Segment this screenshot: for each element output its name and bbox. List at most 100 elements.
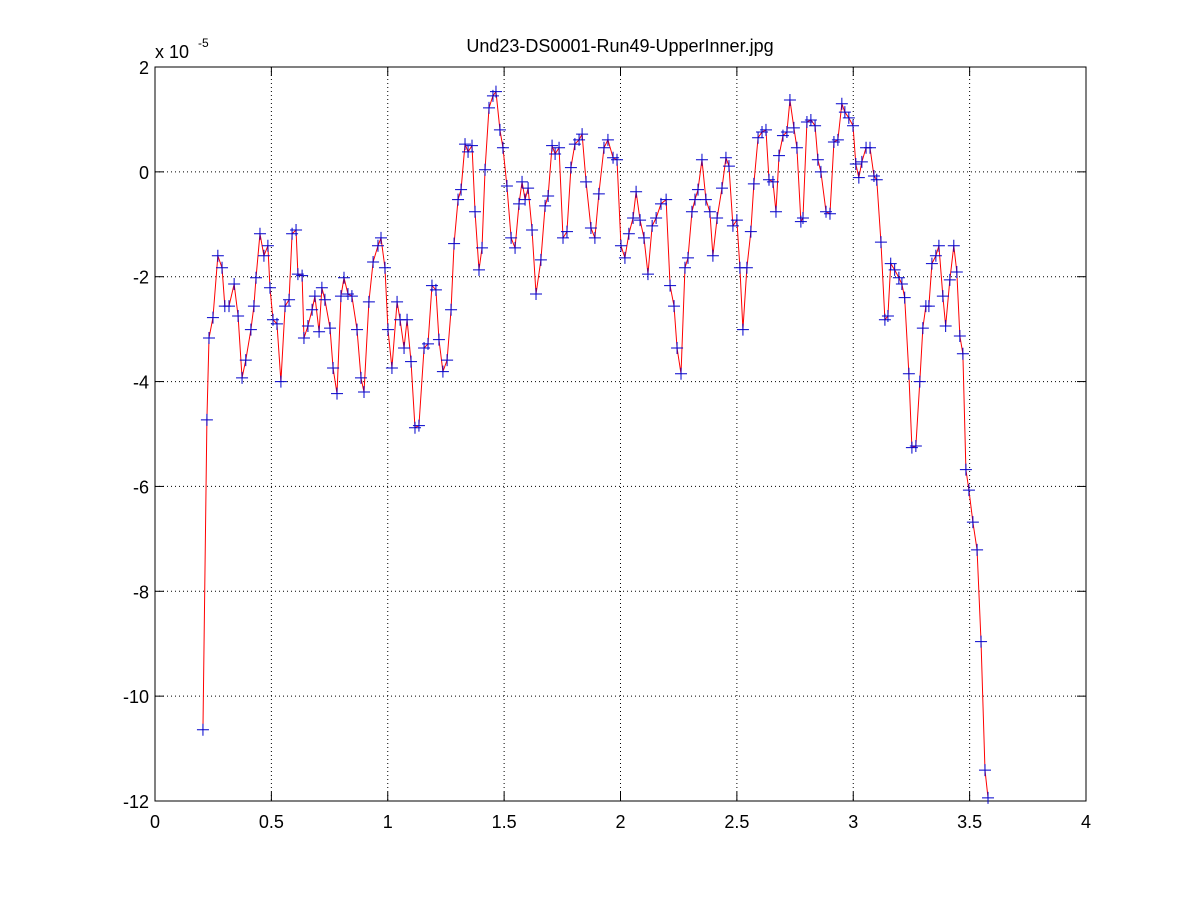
data-marker bbox=[257, 249, 270, 262]
data-marker bbox=[849, 157, 862, 170]
data-marker bbox=[228, 278, 241, 291]
data-marker bbox=[539, 199, 552, 212]
data-marker bbox=[452, 193, 465, 206]
data-marker bbox=[936, 290, 949, 303]
data-marker bbox=[888, 263, 901, 276]
data-marker bbox=[469, 205, 482, 218]
data-marker bbox=[331, 387, 344, 400]
data-marker bbox=[978, 764, 991, 777]
data-marker bbox=[809, 119, 822, 132]
data-marker bbox=[601, 133, 614, 146]
data-marker bbox=[971, 543, 984, 556]
y-tick-label: -6 bbox=[133, 477, 149, 497]
data-marker bbox=[432, 333, 445, 346]
plot-frame bbox=[154, 66, 1087, 802]
data-marker bbox=[441, 354, 454, 367]
data-marker bbox=[308, 290, 321, 303]
data-marker bbox=[573, 133, 586, 146]
data-marker bbox=[472, 263, 485, 276]
data-marker bbox=[560, 225, 573, 238]
data-marker bbox=[274, 375, 287, 388]
data-marker bbox=[895, 278, 908, 291]
data-marker bbox=[660, 193, 673, 206]
data-marker bbox=[711, 211, 724, 224]
y-tick-label: -12 bbox=[123, 792, 149, 812]
data-marker bbox=[351, 323, 364, 336]
data-marker bbox=[892, 271, 905, 284]
data-marker bbox=[315, 281, 328, 294]
data-marker bbox=[236, 371, 249, 384]
data-marker bbox=[448, 237, 461, 250]
y-tick-label: 0 bbox=[139, 163, 149, 183]
data-marker bbox=[959, 463, 972, 476]
data-marker bbox=[401, 313, 414, 326]
data-marker bbox=[580, 175, 593, 188]
data-marker bbox=[922, 300, 935, 313]
data-marker bbox=[542, 189, 555, 202]
data-marker bbox=[318, 293, 331, 306]
data-marker bbox=[253, 227, 266, 240]
data-marker bbox=[925, 257, 938, 270]
data-marker bbox=[378, 261, 391, 274]
data-marker bbox=[864, 141, 877, 154]
y-exponent: -5 bbox=[198, 36, 209, 50]
data-marker bbox=[975, 635, 988, 648]
data-marker bbox=[283, 293, 296, 306]
data-marker bbox=[855, 155, 868, 168]
data-marker bbox=[422, 337, 435, 350]
data-marker bbox=[898, 291, 911, 304]
data-marker bbox=[429, 283, 442, 296]
data-marker bbox=[412, 419, 425, 432]
data-marker bbox=[769, 205, 782, 218]
data-marker bbox=[592, 187, 605, 200]
data-marker bbox=[773, 149, 786, 162]
data-marker bbox=[557, 231, 570, 244]
data-marker bbox=[597, 141, 610, 154]
data-marker bbox=[576, 128, 589, 141]
data-marker bbox=[522, 182, 535, 195]
data-marker bbox=[290, 224, 303, 237]
data-marker bbox=[692, 183, 705, 196]
data-marker bbox=[367, 256, 380, 269]
data-marker bbox=[239, 354, 252, 367]
data-marker bbox=[244, 323, 257, 336]
data-marker bbox=[296, 269, 309, 282]
data-marker bbox=[223, 300, 236, 313]
data-marker bbox=[462, 145, 475, 158]
x-tick-label: 4 bbox=[1081, 812, 1091, 832]
y-tick-label: -10 bbox=[123, 687, 149, 707]
y-tick-label: -8 bbox=[133, 582, 149, 602]
data-marker bbox=[553, 141, 566, 154]
data-marker bbox=[634, 214, 647, 227]
data-marker bbox=[334, 290, 347, 303]
x-tick-label: 0 bbox=[150, 812, 160, 832]
data-marker bbox=[982, 791, 995, 804]
x-tick-label: 3.5 bbox=[957, 812, 982, 832]
data-marker bbox=[549, 148, 562, 161]
data-marker bbox=[744, 225, 757, 238]
data-marker bbox=[455, 183, 468, 196]
data-marker bbox=[715, 182, 728, 195]
data-marker bbox=[929, 249, 942, 262]
data-marker bbox=[902, 367, 915, 380]
data-marker bbox=[354, 371, 367, 384]
data-marker bbox=[534, 253, 547, 266]
data-marker bbox=[530, 288, 543, 301]
data-marker bbox=[646, 219, 659, 232]
data-marker bbox=[966, 516, 979, 529]
data-marker bbox=[814, 165, 827, 178]
data-marker bbox=[638, 231, 651, 244]
data-marker bbox=[496, 141, 509, 154]
data-marker bbox=[405, 355, 418, 368]
data-marker bbox=[703, 205, 716, 218]
x-tick-label: 1.5 bbox=[492, 812, 517, 832]
chart-title: Und23-DS0001-Run49-UpperInner.jpg bbox=[466, 36, 773, 56]
data-marker bbox=[564, 161, 577, 174]
data-marker bbox=[740, 261, 753, 274]
data-marker bbox=[956, 347, 969, 360]
data-marker bbox=[787, 121, 800, 134]
data-marker bbox=[301, 319, 314, 332]
data-marker bbox=[358, 386, 371, 399]
data-marker bbox=[250, 271, 263, 284]
